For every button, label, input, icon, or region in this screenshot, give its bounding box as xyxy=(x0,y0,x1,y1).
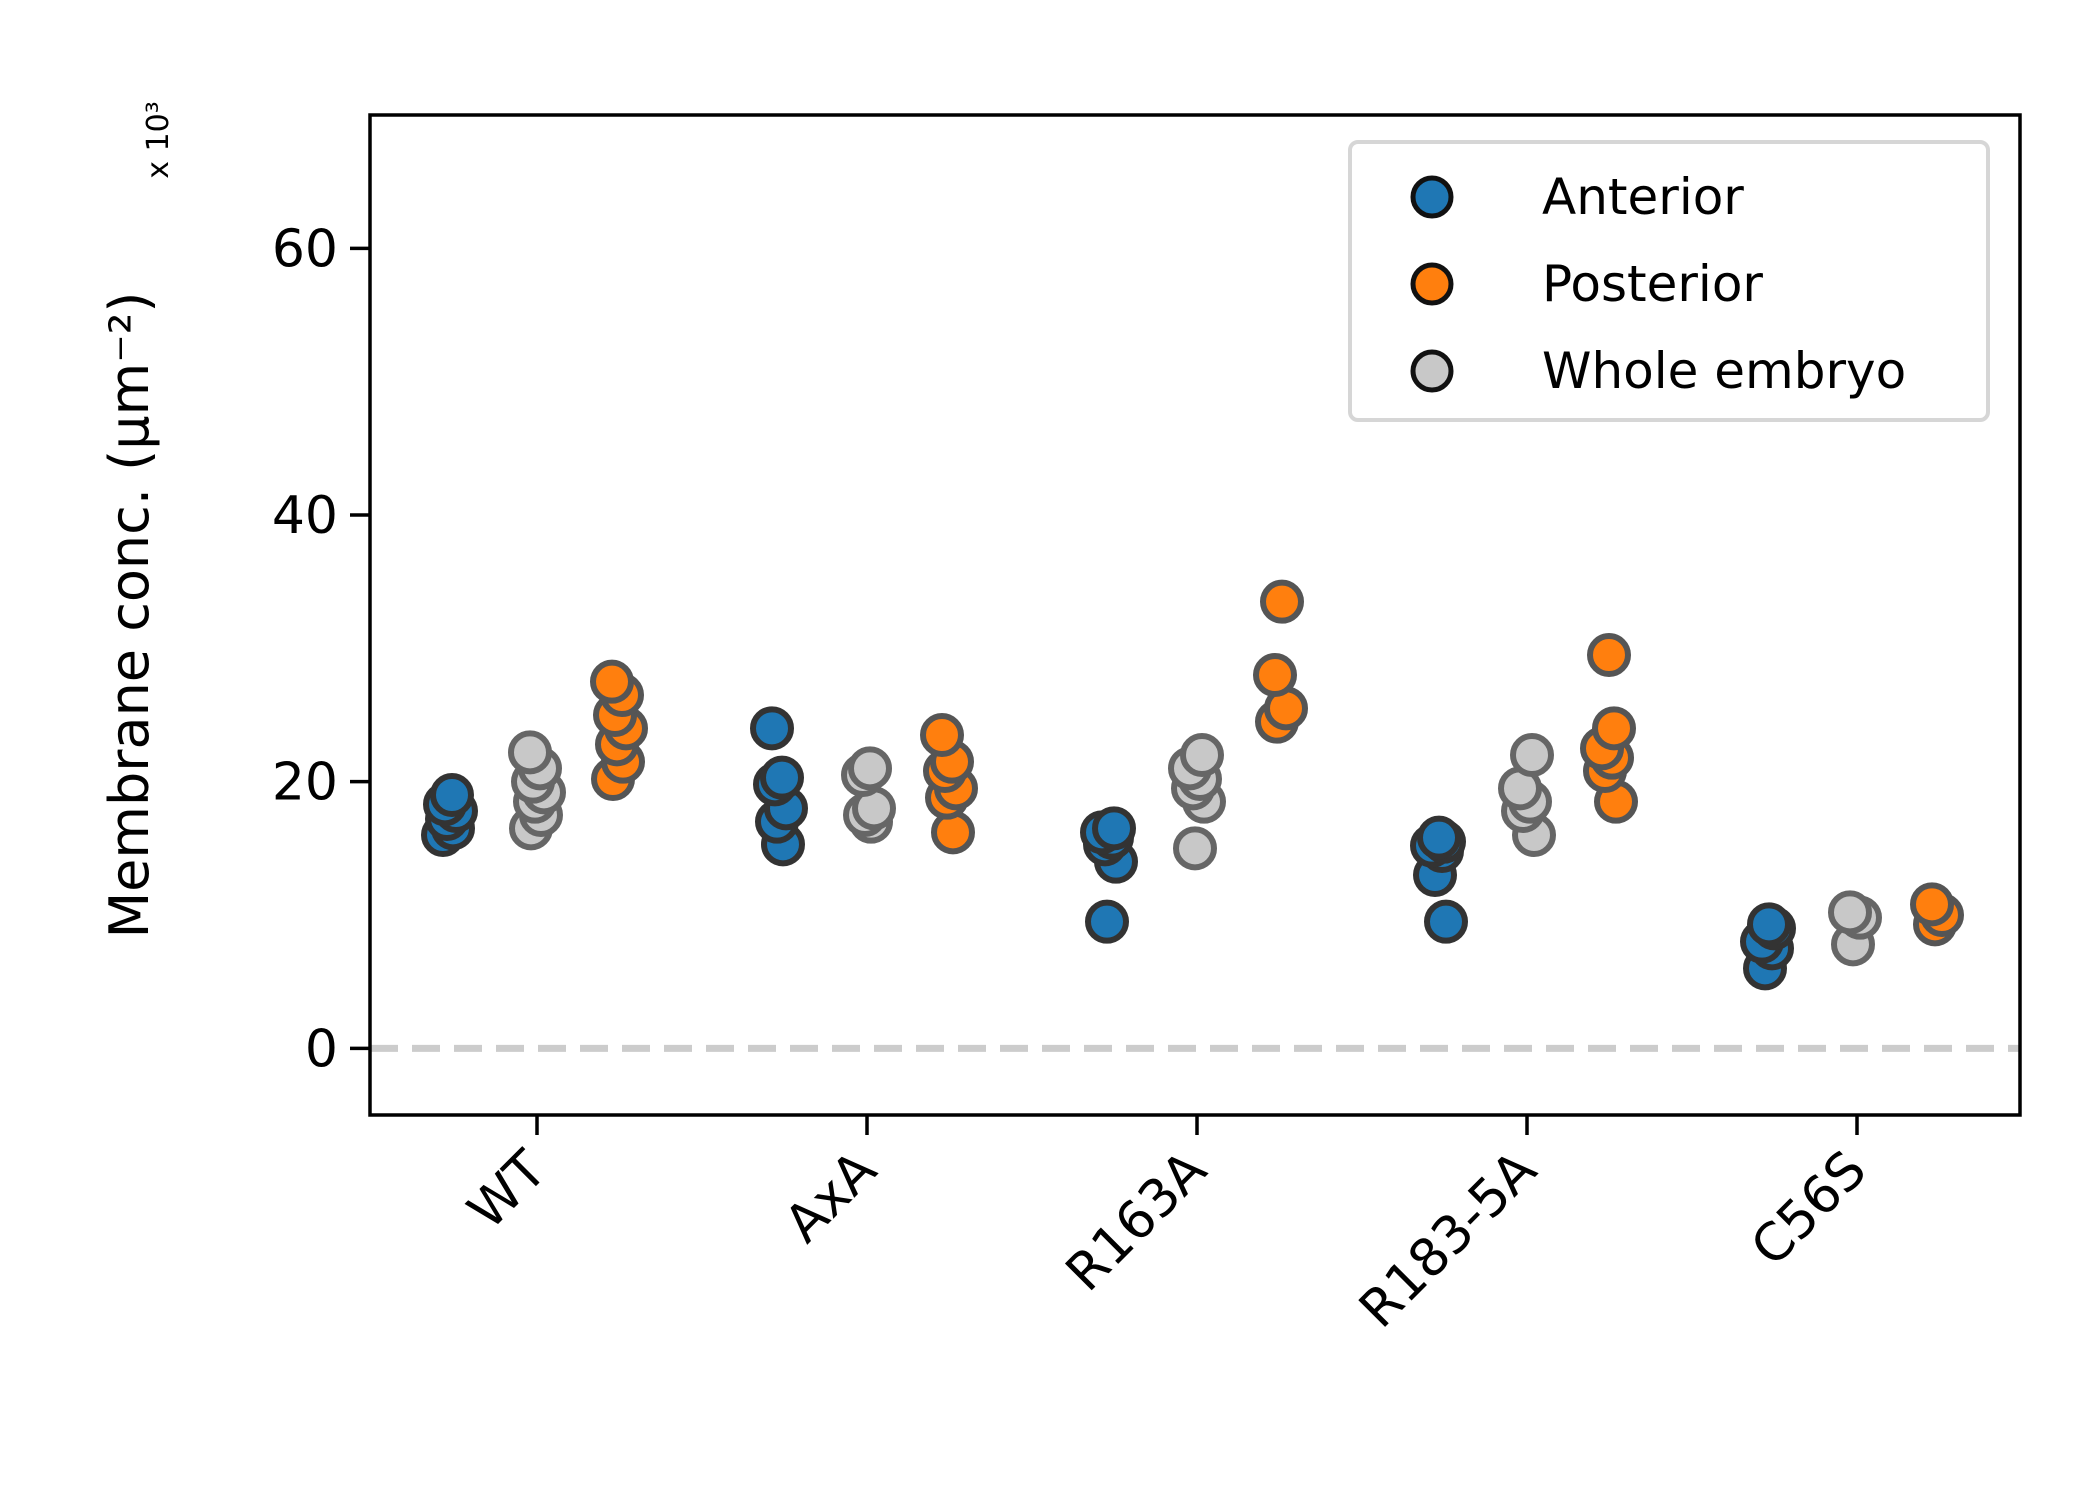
legend-marker xyxy=(1410,175,1454,219)
point-whole-embryo xyxy=(1510,733,1554,777)
point-posterior xyxy=(920,713,964,757)
legend-label: Posterior xyxy=(1542,255,1763,313)
legend-box xyxy=(1348,140,1990,422)
point-anterior xyxy=(760,755,804,800)
y-tick-label: 40 xyxy=(272,486,338,546)
legend-marker xyxy=(1410,349,1454,393)
point-posterior xyxy=(1260,579,1304,624)
legend-label: Whole embryo xyxy=(1542,342,1906,400)
point-whole-embryo xyxy=(848,746,892,791)
point-whole-embryo xyxy=(1173,826,1217,871)
point-posterior xyxy=(1253,653,1297,697)
legend-marker xyxy=(1410,262,1454,306)
plot-frame xyxy=(368,113,2022,1117)
point-whole-embryo xyxy=(1180,733,1224,777)
point-anterior xyxy=(1747,902,1791,947)
y-axis-multiplier: x 10³ xyxy=(141,101,176,179)
point-anterior xyxy=(750,706,794,751)
point-anterior xyxy=(1085,899,1129,944)
point-posterior xyxy=(1592,706,1636,751)
point-anterior xyxy=(1417,815,1461,860)
point-whole-embryo xyxy=(508,730,552,775)
legend-label: Anterior xyxy=(1542,168,1744,226)
x-tick-label: AxA xyxy=(774,1139,889,1254)
point-whole-embryo xyxy=(1828,890,1872,935)
legend: Anterior Posterior Whole embryo xyxy=(1348,140,1990,422)
point-anterior xyxy=(1092,806,1136,851)
point-posterior xyxy=(590,659,634,704)
x-tick-label: R183-5A xyxy=(1348,1139,1548,1339)
point-posterior xyxy=(1910,882,1954,927)
y-tick-label: 60 xyxy=(272,219,338,279)
point-anterior xyxy=(430,773,474,817)
point-posterior xyxy=(931,810,975,855)
y-axis: 0 20 40 60 xyxy=(272,219,370,1079)
y-axis-label: Membrane conc. (µm⁻²) xyxy=(98,292,161,939)
point-posterior xyxy=(1587,633,1631,677)
x-tick-label: WT xyxy=(457,1140,558,1241)
point-anterior xyxy=(1424,899,1468,944)
x-axis: WT AxA R163A R183-5A C56S xyxy=(457,1115,1878,1340)
x-tick-label: R163A xyxy=(1055,1139,1219,1303)
x-tick-label: C56S xyxy=(1740,1140,1878,1278)
data-points xyxy=(421,579,1964,991)
y-tick-label: 0 xyxy=(305,1019,338,1079)
y-tick-label: 20 xyxy=(272,753,338,813)
